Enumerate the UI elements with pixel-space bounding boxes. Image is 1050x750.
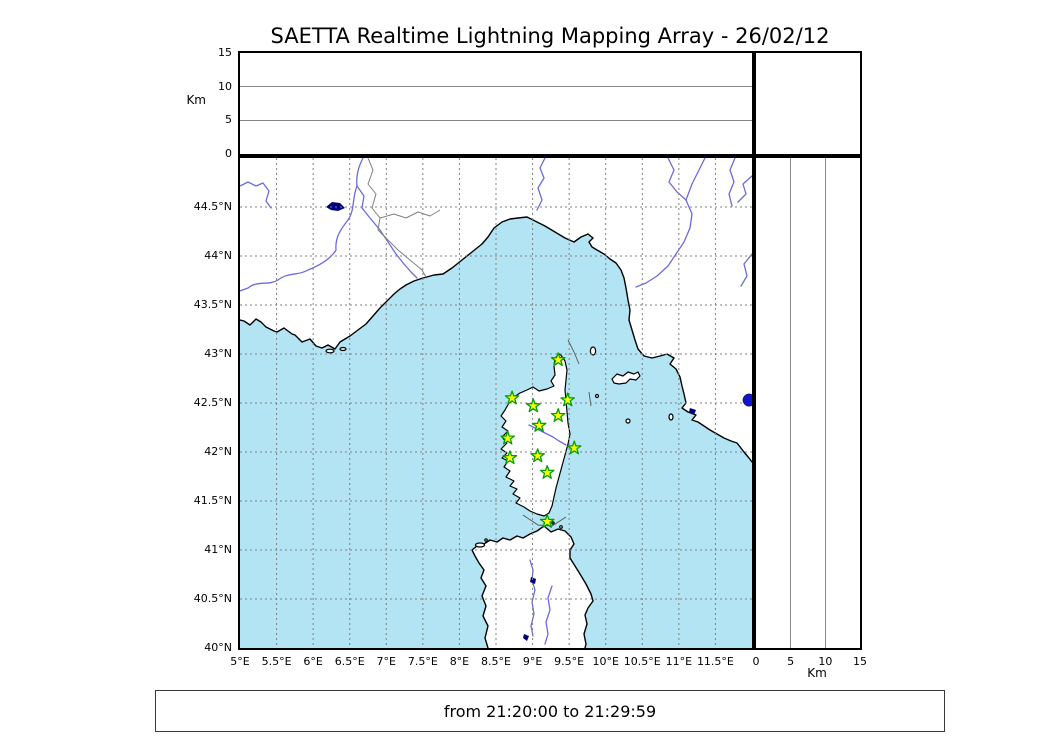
latitude-tick-label: 42°N [204, 445, 232, 458]
station-marker [539, 464, 555, 479]
longitude-tick-label: 9°E [522, 655, 543, 668]
longitude-tick-label: 10.5°E [623, 655, 661, 668]
altitude-tick-label: 0 [225, 147, 232, 160]
station-marker [550, 352, 566, 367]
longitude-tick-label: 11.5°E [696, 655, 734, 668]
station-marker [525, 398, 541, 413]
longitude-tick-label: 7°E [376, 655, 396, 668]
station-marker [539, 513, 555, 528]
latitude-tick-label: 44°N [204, 249, 232, 262]
altitude-tick-label: 15 [853, 655, 867, 668]
station-marker [504, 390, 520, 405]
stations-layer [500, 352, 582, 528]
altitude-gridline [240, 119, 752, 121]
altitude-tick-label: 0 [752, 655, 760, 668]
longitude-tick-label: 10°E [592, 655, 619, 668]
event-layer [742, 393, 752, 407]
latitude-tick-label: 41.5°N [193, 494, 232, 507]
mainland-landmass [240, 158, 752, 462]
latitude-tick-label: 41°N [204, 543, 232, 556]
longitude-tick-label: 9.5°E [554, 655, 585, 668]
altitude-gridline [824, 158, 826, 648]
latitude-tick-label: 42.5°N [193, 396, 232, 409]
altitude-tick-label: 5 [787, 655, 795, 668]
latitude-tick-label: 44.5°N [193, 200, 232, 213]
longitude-tick-label: 5°E [230, 655, 250, 668]
lightning-event-marker [742, 393, 752, 407]
station-marker [500, 430, 516, 445]
map-panel [238, 154, 756, 650]
latitude-tick-label: 43.5°N [193, 298, 232, 311]
station-marker [530, 448, 545, 463]
altitude-gridline [240, 86, 752, 88]
altitude-axis-unit-left: Km [186, 93, 206, 107]
corner-panel [756, 51, 862, 158]
longitude-tick-label: 8.5°E [481, 655, 511, 668]
sardinia-island [472, 526, 593, 648]
longitude-tick-label: 5.5°E [261, 655, 292, 668]
altitude-tick-label: 10 [218, 79, 232, 93]
station-marker [560, 392, 575, 407]
altitude-tick-label: 10 [818, 655, 833, 668]
longitude-tick-label: 6.5°E [334, 655, 365, 668]
station-marker [531, 417, 547, 432]
station-marker [502, 450, 518, 465]
longitude-tick-label: 11°E [665, 655, 693, 668]
altitude-latitude-panel [756, 158, 862, 650]
small-islands [325, 346, 674, 548]
longitude-tick-label: 6°E [303, 655, 323, 668]
time-range-box: from 21:20:00 to 21:29:59 [155, 690, 945, 732]
altitude-gridline [790, 158, 792, 648]
mainland-coastline [240, 216, 752, 463]
altitude-axis-unit-bottom: Km [807, 666, 827, 680]
corsica-island [500, 353, 571, 517]
altitude-tick-label: 15 [218, 46, 232, 59]
sardinia-coastline [471, 525, 594, 648]
station-marker [566, 440, 582, 455]
latitude-tick-label: 43°N [204, 347, 232, 360]
map-canvas [240, 158, 752, 648]
country-borders [367, 158, 441, 278]
latitude-tick-label: 40.5°N [193, 592, 232, 605]
longitude-tick-label: 7.5°E [407, 655, 438, 668]
altitude-longitude-panel [238, 51, 756, 154]
page-title: SAETTA Realtime Lightning Mapping Array … [270, 24, 830, 48]
time-range-label: from 21:20:00 to 21:29:59 [443, 701, 657, 721]
station-marker [550, 408, 566, 423]
latitude-tick-label: 40°N [204, 641, 232, 654]
altitude-tick-label: 5 [225, 113, 232, 127]
longitude-tick-label: 8°E [449, 655, 470, 668]
